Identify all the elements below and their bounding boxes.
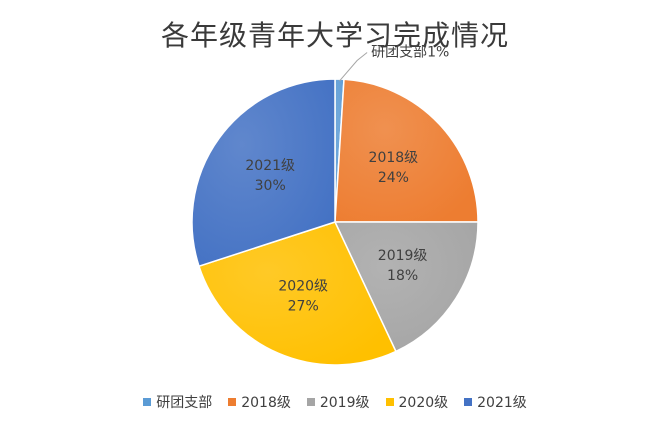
- leader-line-0: [339, 52, 368, 82]
- legend-label: 2021级: [477, 395, 527, 411]
- legend-swatch: [143, 398, 152, 406]
- pie-slice-2: [333, 221, 479, 353]
- pie-slice-3: [198, 221, 397, 366]
- data-label-0: 研团支部1%: [371, 45, 449, 61]
- legend-swatch: [228, 398, 237, 406]
- legend-item-3: 2020级: [385, 392, 449, 412]
- legend-item-0: 研团支部: [143, 392, 212, 412]
- data-label-1: 2018级 24%: [369, 150, 419, 186]
- data-label-3: 2020级 27%: [278, 278, 328, 314]
- chart-legend: 研团支部 2018级 2019级 2020级 2021级: [0, 392, 670, 412]
- data-label-2: 2019级 18%: [378, 248, 428, 284]
- legend-item-4: 2021级: [464, 392, 527, 412]
- legend-swatch: [464, 398, 473, 406]
- legend-label: 2018级: [241, 395, 291, 411]
- legend-label: 2020级: [398, 395, 449, 411]
- legend-swatch: [306, 398, 315, 406]
- legend-label: 2019级: [319, 395, 370, 411]
- legend-item-2: 2019级: [306, 392, 370, 412]
- legend-item-1: 2018级: [228, 392, 291, 412]
- chart-title: 各年级青年大学习完成情况: [160, 19, 509, 52]
- legend-label: 研团支部: [156, 395, 213, 411]
- legend-swatch: [385, 398, 394, 406]
- data-label-4: 2021级 30%: [245, 158, 295, 194]
- pie-slice-4: [191, 78, 336, 268]
- pie-slice-1: [334, 78, 479, 223]
